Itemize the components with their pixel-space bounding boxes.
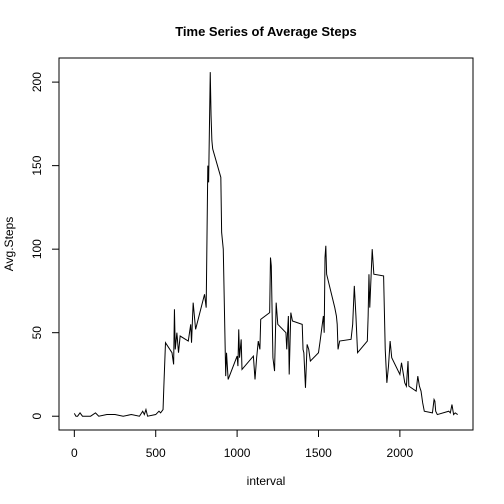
y-tick-label: 0 bbox=[30, 413, 44, 420]
y-tick-label: 100 bbox=[30, 239, 44, 259]
y-tick-label: 150 bbox=[30, 155, 44, 175]
x-tick-label: 1000 bbox=[224, 446, 251, 460]
data-line bbox=[73, 72, 458, 417]
plot-box bbox=[58, 57, 474, 431]
y-tick-label: 200 bbox=[30, 72, 44, 92]
chart-title: Time Series of Average Steps bbox=[175, 24, 357, 39]
y-tick-label: 50 bbox=[30, 326, 44, 340]
x-axis-label: interval bbox=[247, 474, 286, 488]
x-tick-label: 1500 bbox=[305, 446, 332, 460]
x-tick-label: 2000 bbox=[387, 446, 414, 460]
y-axis-label: Avg.Steps bbox=[2, 217, 16, 271]
x-tick-label: 500 bbox=[146, 446, 166, 460]
x-tick-label: 0 bbox=[71, 446, 78, 460]
